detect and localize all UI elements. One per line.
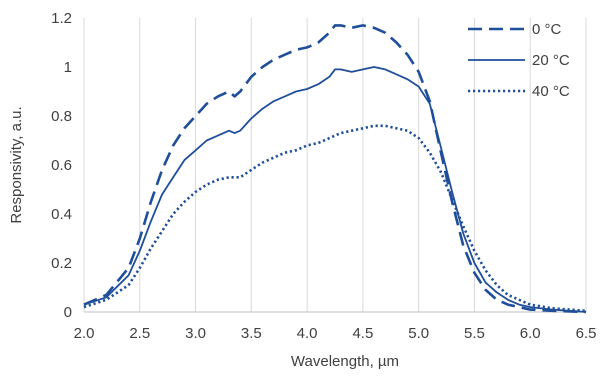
x-tick-label: 5.5 <box>464 325 485 342</box>
y-tick-labels: 0 0.2 0.4 0.6 0.8 1 1.2 <box>51 10 72 321</box>
series-lines <box>83 24 587 314</box>
grid-lines <box>83 18 587 312</box>
y-tick-label: 0 <box>64 304 72 321</box>
x-tick-label: 6.5 <box>576 325 597 342</box>
x-tick-label: 4.0 <box>297 325 318 342</box>
x-tick-label: 3.5 <box>241 325 262 342</box>
x-tick-label: 4.5 <box>352 325 373 342</box>
series-line-1 <box>83 24 587 314</box>
y-tick-label: 0.2 <box>51 255 72 272</box>
x-tick-label: 2.0 <box>74 325 95 342</box>
y-tick-label: 1 <box>64 59 72 76</box>
x-tick-label: 2.5 <box>129 325 150 342</box>
x-tick-labels: 2.0 2.5 3.0 3.5 4.0 4.5 5.0 5.5 6.0 6.5 <box>74 325 597 342</box>
legend-label: 40 °C <box>532 83 570 100</box>
x-tick-label: 5.0 <box>408 325 429 342</box>
legend: 0 °C 20 °C 40 °C <box>468 21 570 100</box>
x-axis-label: Wavelength, µm <box>291 353 399 370</box>
x-tick-label: 6.0 <box>520 325 541 342</box>
y-axis-label: Responsivity, a.u. <box>8 106 25 223</box>
y-tick-label: 0.4 <box>51 206 72 223</box>
y-tick-label: 0.8 <box>51 108 72 125</box>
y-tick-label: 1.2 <box>51 10 72 27</box>
legend-label: 20 °C <box>532 52 570 69</box>
x-tick-label: 3.0 <box>185 325 206 342</box>
legend-label: 0 °C <box>532 21 562 38</box>
y-tick-label: 0.6 <box>51 157 72 174</box>
series-line-3 <box>83 124 587 313</box>
series-line-2 <box>83 66 587 313</box>
